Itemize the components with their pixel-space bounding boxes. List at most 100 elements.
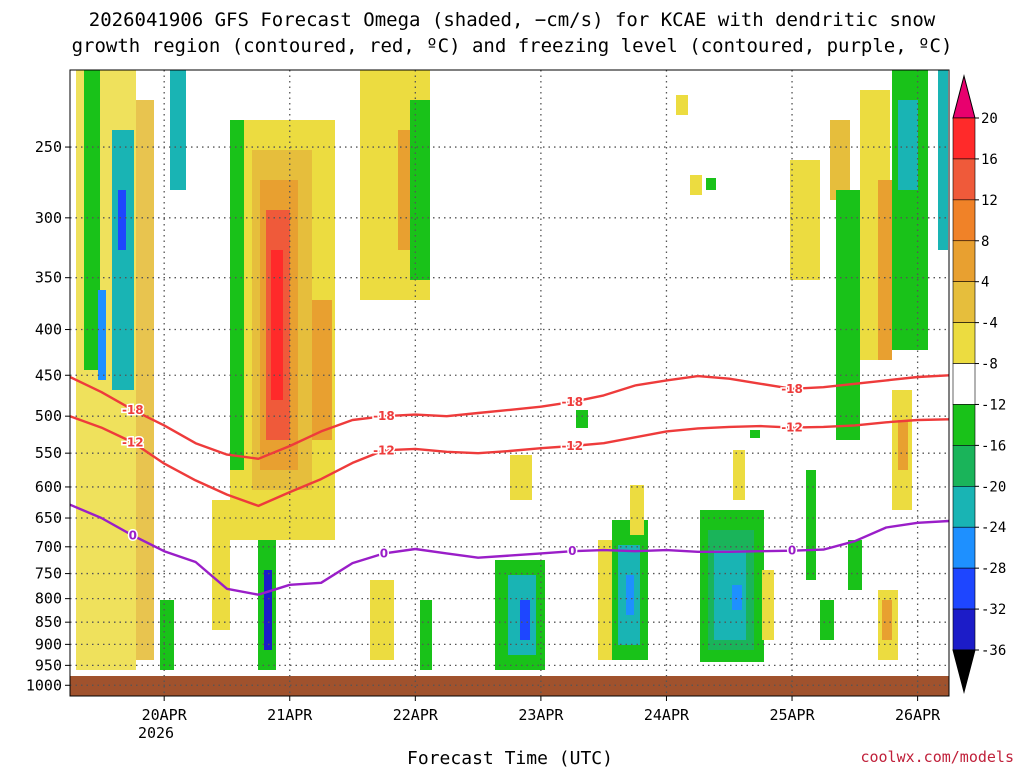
ground-strip	[70, 676, 949, 696]
contour-line-dendritic_top	[69, 374, 950, 460]
contour-line-dendritic_bottom	[69, 415, 950, 508]
colorbar-tick-label: -16	[981, 438, 1006, 454]
omega-patch	[898, 100, 918, 190]
colorbar-swatch	[952, 567, 976, 610]
x-year-label: 2026	[138, 724, 174, 742]
colorbar-swatch	[952, 117, 976, 160]
colorbar-tick-label: -36	[981, 643, 1006, 659]
colorbar-tick-label: -28	[981, 561, 1006, 577]
omega-patch	[98, 290, 106, 380]
contour-label: -18	[122, 403, 144, 417]
colorbar-swatch	[952, 608, 976, 651]
colorbar-swatch	[952, 158, 976, 201]
y-tick-label: 650	[35, 509, 62, 527]
chart-title-line2: growth region (contoured, red, ºC) and f…	[72, 35, 953, 57]
chart-title-line1: 2026041906 GFS Forecast Omega (shaded, −…	[89, 9, 936, 31]
colorbar-tick-label: -20	[981, 479, 1006, 495]
contour-label: -12	[122, 435, 144, 449]
omega-patch	[848, 540, 862, 590]
omega-patch	[136, 100, 154, 660]
y-tick-label: 1000	[26, 676, 62, 694]
y-tick-label: 700	[35, 538, 62, 556]
contour-label: -18	[781, 382, 803, 396]
plot-frame	[69, 69, 950, 697]
x-tick-label: 24APR	[644, 706, 690, 724]
y-tick-label: 400	[35, 321, 62, 339]
contour-line-freezing_level	[69, 503, 950, 596]
colorbar-swatch	[952, 404, 976, 446]
omega-patch	[732, 585, 742, 610]
colorbar-tick-label: 20	[981, 111, 998, 127]
omega-patch	[576, 410, 588, 428]
omega-patch	[84, 70, 100, 370]
omega-patch	[598, 540, 612, 660]
omega-patch	[750, 430, 760, 438]
x-tick-label: 26APR	[895, 706, 941, 724]
omega-patch	[836, 190, 860, 440]
colorbar-tick-label: -4	[981, 316, 998, 332]
colorbar-tick-label: -12	[981, 397, 1006, 413]
colorbar-swatch	[952, 281, 976, 323]
contour-label: -12	[561, 439, 583, 453]
omega-patch	[878, 180, 892, 360]
omega-patch	[520, 600, 530, 640]
colorbar-swatch	[952, 486, 976, 528]
omega-patch	[806, 470, 816, 580]
contours: -18 -18 -18 -18 -12 -12 -12 -12 0 0 0 0	[69, 374, 950, 596]
contour-label: -12	[781, 421, 803, 435]
colorbar-tick-label: 16	[981, 152, 998, 168]
contour-label: -18	[561, 395, 583, 409]
colorbar-swatch	[952, 322, 976, 364]
omega-patch	[898, 420, 908, 470]
colorbar-swatch	[952, 445, 976, 487]
omega-patch	[370, 580, 394, 660]
omega-patch	[420, 600, 432, 670]
omega-patch	[160, 600, 174, 670]
y-tick-label: 300	[35, 209, 62, 227]
omega-patch	[820, 600, 834, 640]
y-axis: 250 300 350 400 450 500 550 600 650 700 750 800 850 9…	[26, 138, 70, 694]
contour-label: 0	[380, 546, 388, 560]
colorbar-tick-label: 4	[981, 275, 989, 291]
omega-patch	[398, 130, 410, 250]
x-tick-label: 22APR	[393, 706, 439, 724]
y-tick-label: 450	[35, 366, 62, 384]
omega-patch	[706, 178, 716, 190]
y-tick-label: 750	[35, 565, 62, 583]
colorbar-tick-label: 12	[981, 193, 998, 209]
colorbar-cap-bottom	[952, 649, 976, 694]
omega-patch	[312, 300, 332, 440]
contour-label: 0	[788, 544, 796, 558]
omega-patch	[790, 160, 820, 280]
omega-patch	[212, 500, 230, 630]
x-axis-label: Forecast Time (UTC)	[407, 748, 613, 768]
colorbar-swatch	[952, 363, 976, 405]
colorbar-swatch	[952, 526, 976, 569]
colorbar-tick-label: -8	[981, 357, 998, 373]
omega-patch	[112, 130, 134, 390]
x-tick-label: 21APR	[267, 706, 313, 724]
colorbar-tick-label: 8	[981, 234, 989, 250]
y-tick-label: 600	[35, 478, 62, 496]
y-tick-label: 900	[35, 635, 62, 653]
colorbar: 20 16 12 8 4 -4 -8 -12 -16 -20 -24 -28 -32 -36	[952, 74, 1006, 694]
omega-patch	[118, 190, 126, 250]
credit-text[interactable]: coolwx.com/models	[860, 748, 1014, 766]
contour-label: -12	[373, 443, 395, 457]
x-tick-label: 25APR	[769, 706, 815, 724]
y-tick-label: 850	[35, 613, 62, 631]
omega-patch	[690, 175, 702, 195]
omega-patch	[830, 120, 850, 200]
omega-patch	[630, 485, 644, 535]
omega-patch	[676, 95, 688, 115]
x-axis: 20APR 21APR 22APR 23APR 24APR 25APR 26APR	[142, 696, 941, 724]
omega-patch	[170, 70, 186, 190]
y-tick-label: 250	[35, 138, 62, 156]
omega-patch	[762, 570, 774, 640]
colorbar-swatch	[952, 199, 976, 242]
x-tick-label: 23APR	[518, 706, 564, 724]
omega-patch	[626, 575, 634, 615]
colorbar-tick-label: -32	[981, 602, 1006, 618]
y-tick-label: 550	[35, 444, 62, 462]
